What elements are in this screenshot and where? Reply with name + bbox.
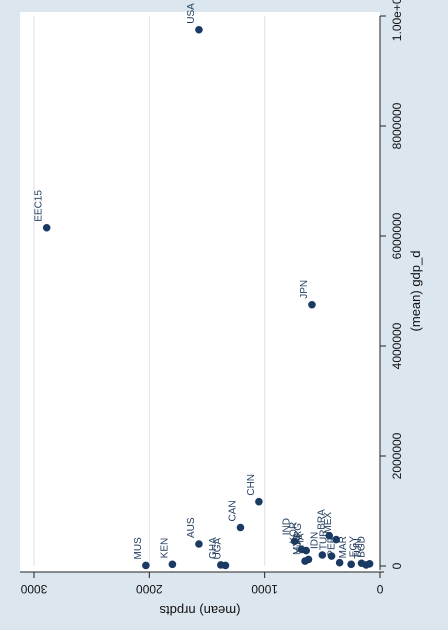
point-label: AUS <box>186 517 197 538</box>
point-label: MAR <box>338 536 349 558</box>
point-label: JPN <box>299 280 310 299</box>
point-marker <box>290 537 299 546</box>
x-tick-label: 0 <box>390 562 404 569</box>
point-marker <box>236 523 245 532</box>
point-label: GHA <box>208 537 219 559</box>
point-marker <box>347 560 355 569</box>
point-label: MUS <box>133 537 144 560</box>
y-tick-label: 1000 <box>251 582 278 596</box>
point-label: UGA <box>212 537 223 559</box>
point-label: TUR <box>319 530 330 551</box>
point-marker <box>195 25 203 34</box>
point-marker <box>308 300 316 309</box>
point-label: CHN <box>246 474 257 496</box>
x-tick-label: 8000000 <box>390 102 404 149</box>
point-label: USA <box>186 3 197 24</box>
point-label: CAN <box>227 500 238 521</box>
point-marker <box>142 561 150 570</box>
point-label: IDN <box>309 532 320 549</box>
point-marker <box>195 540 203 548</box>
y-tick-label: 0 <box>376 582 383 596</box>
point-label: TUN <box>353 538 364 559</box>
point-marker <box>335 558 344 567</box>
point-marker <box>42 223 51 232</box>
x-tick-label: 2000000 <box>390 432 404 479</box>
point-marker <box>255 497 263 506</box>
y-tick-label: 3000 <box>20 582 47 596</box>
point-marker <box>301 557 309 565</box>
point-label: KEN <box>159 538 170 559</box>
x-tick-label: 4000000 <box>390 322 404 369</box>
point-label: EGY <box>349 536 360 557</box>
point-label: BRA <box>316 509 327 530</box>
point-marker <box>302 546 310 555</box>
point-label: EEC15 <box>34 190 45 222</box>
point-label: THA <box>295 533 306 553</box>
point-marker <box>318 551 327 559</box>
point-label: BGD <box>357 536 368 558</box>
gridlines <box>33 16 266 566</box>
x-tick-label: 6000000 <box>390 212 404 259</box>
point-marker <box>332 535 340 544</box>
point-label: ARG <box>293 523 304 545</box>
plot-area <box>20 12 380 572</box>
point-label: MEX <box>323 512 334 534</box>
point-label: IND <box>282 518 293 535</box>
point-marker <box>168 560 177 569</box>
point-marker <box>221 561 230 570</box>
y-axis-title: (mean) nrpdts <box>159 603 240 618</box>
point-marker <box>365 560 374 568</box>
y-tick-label: 2000 <box>136 582 163 596</box>
point-marker <box>327 552 336 560</box>
axes: 0 2000000 4000000 6000000 8000000 1.00e+07 0 10… <box>20 0 404 596</box>
x-axis-title: (mean) gdp_d <box>408 251 423 332</box>
point-label: MYS <box>292 533 303 555</box>
x-tick-label: 1.00e+07 <box>390 0 404 41</box>
point-label: PER <box>327 536 338 557</box>
point-label: KOR <box>289 522 300 544</box>
point-marker <box>325 531 334 540</box>
